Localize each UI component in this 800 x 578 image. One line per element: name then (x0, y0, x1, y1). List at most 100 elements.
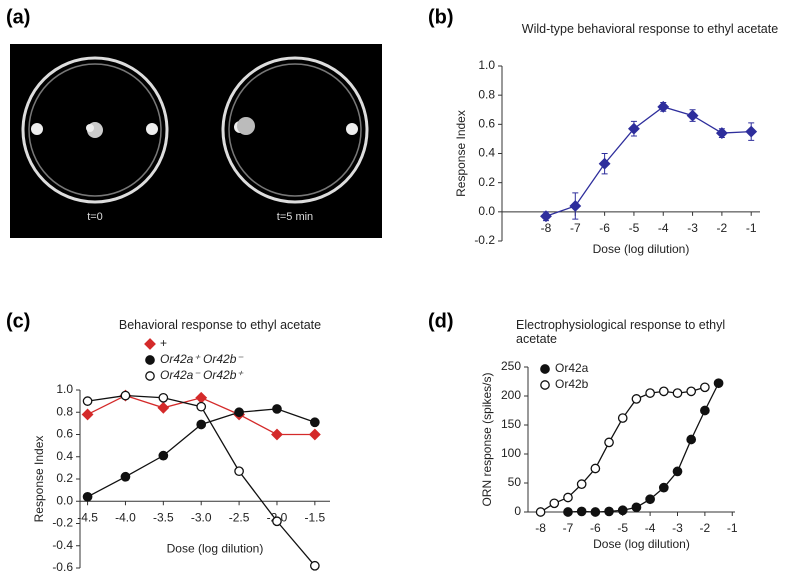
y-tick-label: 50 (508, 475, 522, 489)
x-tick-label: -7 (563, 521, 574, 535)
x-tick-label: -4.5 (77, 510, 98, 524)
chart-title: Wild-type behavioral response to ethyl a… (521, 22, 779, 36)
marker (563, 507, 573, 517)
marker (672, 388, 683, 398)
y-tick-label: 0.4 (478, 146, 495, 160)
marker (569, 200, 582, 212)
marker (309, 417, 320, 428)
marker (540, 210, 552, 223)
marker (713, 378, 724, 389)
chart-title: Behavioral response to ethyl acetate (118, 318, 322, 332)
x-tick-label: -5 (617, 521, 628, 535)
y-tick-label: 0.8 (478, 87, 495, 101)
marker (120, 471, 131, 482)
x-tick-label: -8 (541, 221, 552, 235)
marker (658, 482, 669, 493)
y-tick-label: 100 (501, 446, 521, 460)
y-tick-label: 0.0 (56, 493, 73, 507)
legend-marker (540, 380, 550, 390)
legend-label: Or42a (555, 361, 589, 375)
marker (686, 109, 699, 122)
x-tick-label: -3.0 (191, 510, 212, 524)
legend-marker (144, 338, 156, 350)
marker (617, 413, 628, 423)
marker (234, 407, 244, 418)
marker (598, 157, 611, 170)
x-axis-label: Dose (log dilution) (593, 537, 690, 551)
marker (271, 428, 283, 441)
series-line (567, 382, 720, 513)
x-tick-label: -1.5 (305, 510, 326, 524)
marker (309, 560, 320, 571)
marker (272, 516, 282, 527)
marker (549, 498, 560, 509)
x-tick-label: -3 (687, 221, 698, 235)
x-axis-label: Dose (log dilution) (167, 541, 264, 555)
y-tick-label: 0.6 (478, 117, 495, 131)
marker (82, 396, 93, 406)
legend-label: Or42b (555, 377, 589, 391)
marker (631, 502, 642, 513)
y-tick-label: -0.4 (52, 538, 73, 552)
marker (686, 386, 697, 397)
legend-marker (145, 371, 155, 381)
y-tick-label: 200 (501, 388, 521, 402)
marker (590, 463, 601, 474)
y-tick-label: 0.2 (56, 471, 73, 485)
x-tick-label: -1 (727, 521, 738, 535)
x-tick-label: -3.5 (153, 510, 174, 524)
marker (657, 100, 670, 113)
panel-label: (a) (6, 6, 30, 28)
y-axis-label: Response Index (32, 436, 46, 523)
marker (535, 507, 546, 517)
x-tick-label: -4 (658, 221, 669, 235)
x-tick-label: -7 (570, 221, 581, 235)
marker (81, 408, 94, 421)
marker (576, 506, 587, 517)
marker (628, 122, 640, 135)
y-tick-label: 0.8 (56, 404, 73, 418)
marker (590, 507, 601, 517)
x-tick-label: -6 (599, 221, 610, 235)
marker (631, 394, 642, 404)
marker (576, 479, 587, 490)
marker (82, 491, 93, 502)
marker (617, 505, 628, 516)
x-tick-label: -4.0 (115, 510, 136, 524)
series-line (540, 386, 706, 513)
legend-marker (540, 364, 550, 374)
marker (120, 390, 131, 401)
marker (157, 401, 170, 414)
y-axis-label: ORN response (spikes/s) (480, 372, 494, 506)
marker (715, 127, 728, 140)
legend-label: Or42a⁻ Or42b⁺ (160, 368, 244, 382)
y-tick-label: 0 (514, 504, 521, 518)
series-line (545, 106, 752, 217)
x-axis-label: Dose (log dilution) (593, 242, 690, 256)
legend-marker (145, 355, 155, 365)
panel-label: (d) (428, 310, 454, 332)
y-tick-label: 250 (501, 359, 521, 373)
marker (672, 466, 683, 477)
y-tick-label: -0.2 (52, 516, 73, 530)
marker (745, 125, 758, 138)
marker (158, 450, 169, 461)
legend-label: Or42a⁺ Or42b⁻ (160, 352, 244, 366)
y-tick-label: 1.0 (478, 58, 495, 72)
image-label: t=5 min (277, 211, 313, 223)
panel-label: (c) (6, 310, 30, 332)
panel-label: (b) (428, 6, 454, 28)
legend-label: + (160, 336, 167, 350)
y-tick-label: 1.0 (56, 382, 73, 396)
marker (272, 404, 282, 414)
marker (658, 386, 669, 397)
y-tick-label: 0.4 (56, 449, 73, 463)
marker (700, 405, 710, 416)
y-tick-label: -0.2 (474, 233, 495, 247)
marker (604, 506, 614, 517)
marker (563, 492, 573, 503)
marker (700, 382, 710, 393)
marker (604, 437, 614, 448)
image-label: t=0 (87, 211, 103, 223)
